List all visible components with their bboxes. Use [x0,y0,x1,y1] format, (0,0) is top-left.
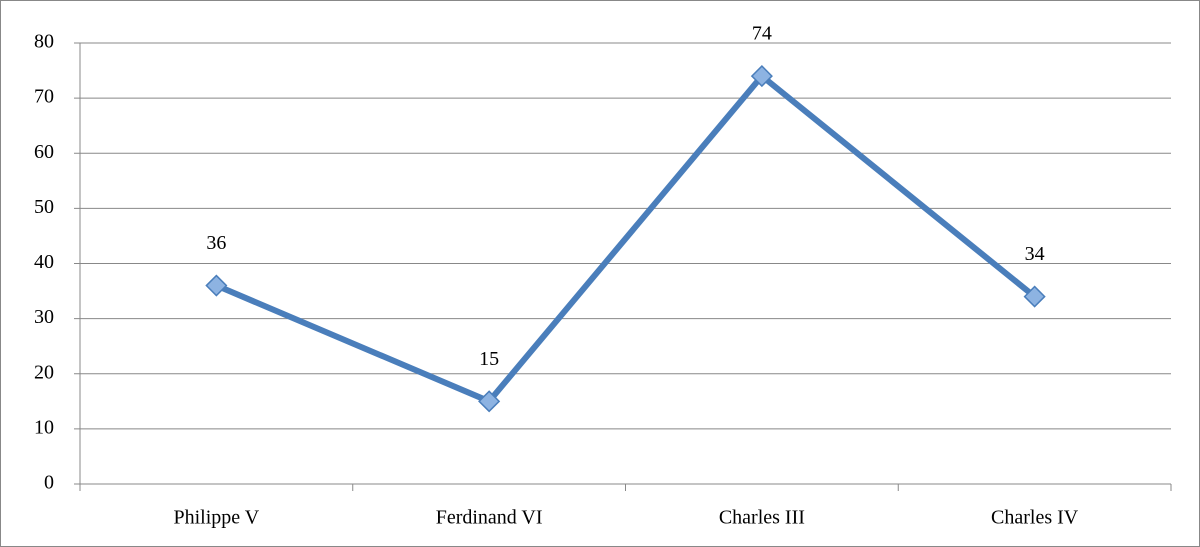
y-tick-label: 30 [34,306,54,328]
marker [478,390,501,413]
y-tick-label: 10 [34,416,54,438]
y-tick-label: 70 [34,86,54,108]
x-tick-label: Philippe V [173,507,259,529]
y-tick-label: 40 [34,251,54,273]
marker [205,274,228,297]
y-tick-label: 80 [34,31,54,53]
data-label: 34 [1025,243,1045,265]
data-label: 36 [206,232,226,254]
x-tick-label: Charles III [719,507,805,529]
grid [74,42,1172,491]
data-label: 74 [752,23,772,45]
y-tick-label: 0 [44,472,54,494]
y-tick-label: 20 [34,361,54,383]
y-tick-label: 50 [34,196,54,218]
data-label: 15 [479,348,499,370]
marker [750,65,773,88]
series-line [215,73,1037,405]
y-tick-label: 60 [34,141,54,163]
x-tick-label: Ferdinand VI [436,507,543,529]
marker [1023,285,1046,308]
x-tick-label: Charles IV [991,507,1079,529]
plot [205,65,1046,413]
